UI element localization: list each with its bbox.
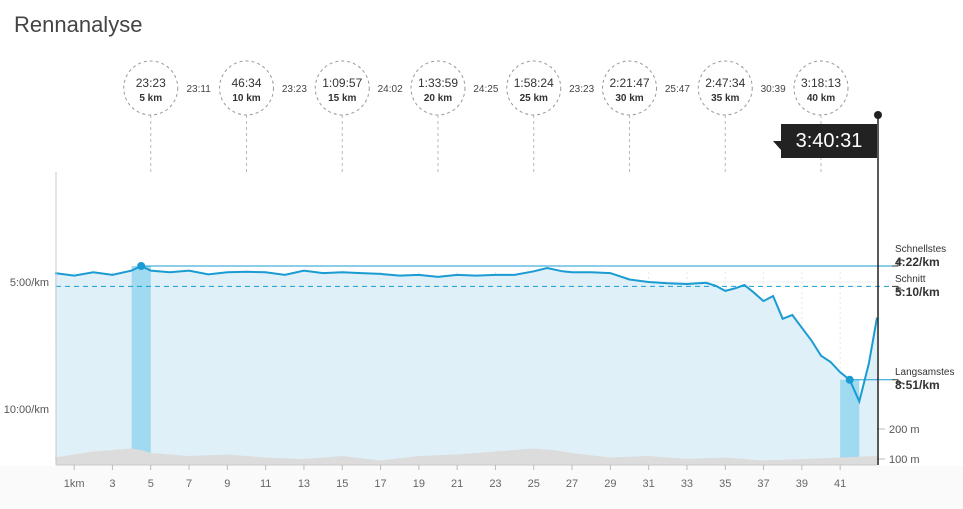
- split-time: 23:23: [136, 76, 166, 90]
- y2-tick-label: 100 m: [889, 454, 920, 466]
- split-distance: 35 km: [711, 93, 739, 104]
- split-time: 3:18:13: [801, 76, 841, 90]
- split-time: 1:09:57: [322, 76, 362, 90]
- pace-line: [54, 264, 878, 405]
- segment-time: 24:02: [378, 84, 403, 95]
- fastest-label: Schnellstes: [895, 244, 946, 255]
- x-tick-label: 19: [413, 478, 425, 490]
- x-tick-label: 3: [109, 478, 115, 490]
- x-axis-band: [0, 466, 963, 509]
- x-tick-label: 27: [566, 478, 578, 490]
- segment-time: 25:47: [665, 84, 690, 95]
- slowest-dot: [845, 375, 854, 384]
- x-tick-label: 33: [681, 478, 693, 490]
- x-tick-label: 21: [451, 478, 463, 490]
- split-circle: [123, 60, 179, 116]
- x-tick-label: 23: [489, 478, 501, 490]
- split-marker: 1:33:59 20 km: [410, 60, 466, 465]
- y-tick-label: 10:00/km: [4, 404, 49, 416]
- x-tick-label: 29: [604, 478, 616, 490]
- split-time: 1:33:59: [418, 76, 458, 90]
- split-distance: 40 km: [807, 93, 835, 104]
- split-marker: 2:47:34 35 km: [697, 60, 753, 465]
- slowest-km-bar: [840, 379, 860, 465]
- average-label: Schnitt: [895, 274, 926, 285]
- fastest-dot: [137, 261, 146, 270]
- fastest-km-bar: [131, 265, 151, 465]
- fastest-value: 4:22/km: [895, 255, 940, 269]
- x-tick-label: 41: [834, 478, 846, 490]
- split-distance: 5 km: [139, 93, 162, 104]
- elevation-area: [55, 448, 877, 465]
- split-circle: [697, 60, 753, 116]
- fastest-connector: [892, 259, 903, 267]
- average-value: 5:10/km: [895, 285, 940, 299]
- segment-time: 23:23: [569, 84, 594, 95]
- axes: 1km 3 5 7 9 11 13 15 17 19 21 23 25 27 29 31 33 35 37 39 415…: [0, 172, 963, 509]
- split-circle: [314, 60, 370, 116]
- x-tick-label: 31: [643, 478, 655, 490]
- split-distance: 15 km: [328, 93, 356, 104]
- x-tick-label: 15: [336, 478, 348, 490]
- x-tick-label: 11: [260, 478, 271, 490]
- split-circle: [410, 60, 466, 116]
- y-tick-label: 5:00/km: [10, 277, 49, 289]
- split-time: 2:21:47: [609, 76, 649, 90]
- slowest-connector: [892, 379, 903, 384]
- split-time: 2:47:34: [705, 76, 745, 90]
- split-distance: 25 km: [520, 93, 548, 104]
- slowest-label: Langsamstes: [895, 367, 954, 378]
- y2-tick-label: 200 m: [889, 424, 920, 436]
- split-distance: 20 km: [424, 93, 452, 104]
- x-tick-label: 13: [298, 478, 310, 490]
- split-circle: [219, 60, 274, 116]
- segment-time: 23:23: [282, 84, 307, 95]
- x-tick-label: 25: [528, 478, 540, 490]
- finish-time-badge: 3:40:31: [781, 124, 877, 158]
- split-circle: [602, 60, 657, 116]
- finish-flag-knob: [874, 111, 882, 119]
- x-tick-label: 1km: [64, 478, 85, 490]
- finish-flag-notch: [773, 141, 781, 150]
- average-connector: [892, 285, 903, 291]
- slowest-value: 8:51/km: [895, 378, 940, 392]
- x-tick-label: 7: [186, 478, 192, 490]
- split-time: 1:58:24: [514, 76, 554, 90]
- x-tick-label: 5: [148, 478, 154, 490]
- x-tick-label: 35: [719, 478, 731, 490]
- split-distance: 30 km: [615, 93, 643, 104]
- page-title: Rennanalyse: [14, 12, 143, 37]
- x-tick-label: 37: [757, 478, 769, 490]
- segment-time: 30:39: [761, 84, 786, 95]
- split-circle: [793, 60, 849, 116]
- x-tick-label: 39: [796, 478, 808, 490]
- pace-area: [55, 266, 877, 465]
- split-distance: 10 km: [232, 93, 260, 104]
- segment-time: 24:25: [473, 84, 498, 95]
- segment-time: 23:11: [186, 84, 211, 95]
- plot-area: [54, 172, 892, 465]
- x-tick-label: 9: [224, 478, 230, 490]
- split-circle: [506, 60, 562, 116]
- x-tick-label: 17: [374, 478, 386, 490]
- split-time: 46:34: [231, 76, 261, 90]
